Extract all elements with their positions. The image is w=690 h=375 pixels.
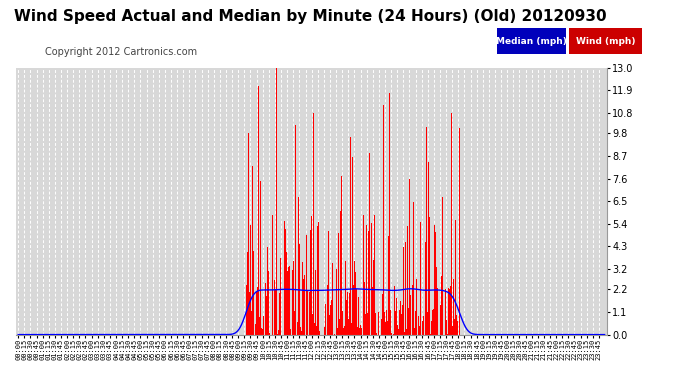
FancyBboxPatch shape: [497, 28, 566, 54]
Text: Median (mph): Median (mph): [496, 37, 567, 46]
Text: Wind (mph): Wind (mph): [575, 37, 635, 46]
Text: Copyright 2012 Cartronics.com: Copyright 2012 Cartronics.com: [45, 47, 197, 57]
FancyBboxPatch shape: [569, 28, 642, 54]
Text: Wind Speed Actual and Median by Minute (24 Hours) (Old) 20120930: Wind Speed Actual and Median by Minute (…: [14, 9, 607, 24]
